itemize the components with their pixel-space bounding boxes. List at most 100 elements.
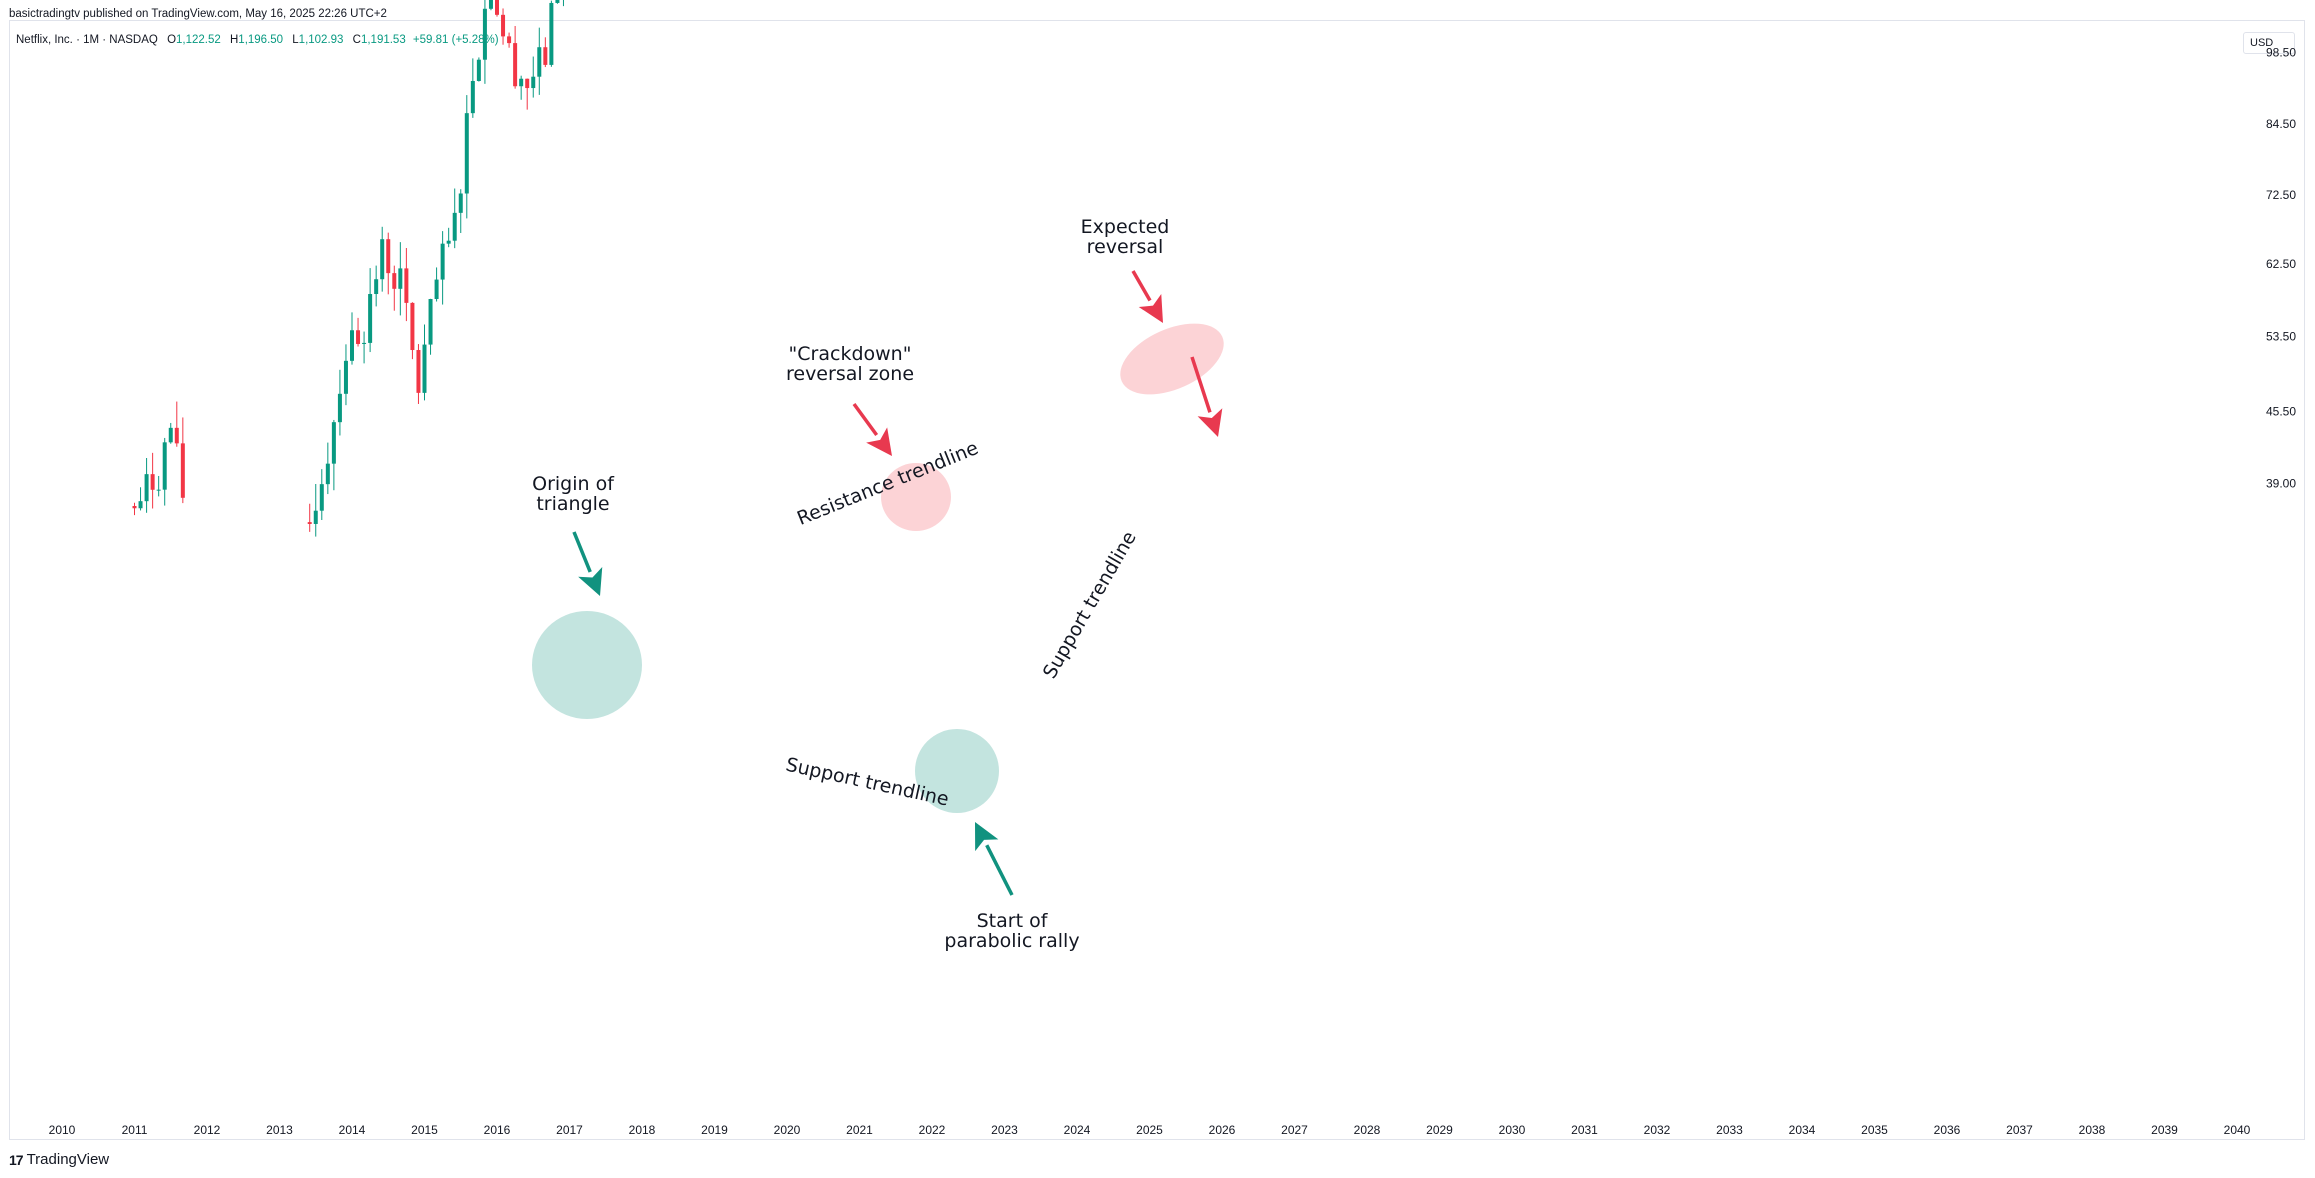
x-tick-label: 2015 [411,1123,438,1137]
candle-body [507,36,512,44]
open-value: 1,122.52 [176,34,221,46]
label-expected-reversal: Expected reversal [1081,216,1170,258]
parabolic-start-zone [915,729,999,813]
x-tick-label: 2013 [266,1123,293,1137]
high-value: 1,196.50 [238,34,284,46]
candle-body [180,443,185,498]
candle-body [422,344,427,393]
candle-body [392,273,397,289]
candle-body [428,299,433,345]
high-label: H [229,34,239,46]
candle-body [380,239,385,280]
candle-body [519,78,524,87]
candle-body [440,243,445,280]
x-tick-label: 2010 [49,1123,76,1137]
x-tick-label: 2030 [1499,1123,1526,1137]
x-tick-label: 2040 [2224,1123,2251,1137]
candle-body [331,422,336,464]
crackdown-zone [881,463,951,531]
candle-body [350,330,354,361]
candle-body [488,0,493,9]
origin-zone [532,611,642,719]
candle-body [416,350,421,393]
candle-body [513,43,518,87]
candle-body [525,78,530,89]
tradingview-logo-icon: 17 [9,1151,24,1168]
candle-body [495,0,499,15]
candle-body [410,302,415,351]
candle-body [476,59,481,81]
candle-body [458,193,463,213]
x-tick-label: 2022 [919,1123,946,1137]
candle-body [168,427,173,443]
candle-body [555,0,560,3]
candle-body [343,360,348,394]
parabolic-arrow [975,822,1014,896]
x-tick-label: 2023 [991,1123,1018,1137]
x-tick-label: 2012 [194,1123,221,1137]
y-tick-label: 84.50 [2266,117,2296,131]
candle-body [162,442,167,490]
candle-body [452,212,457,241]
brand-name: TradingView [26,1151,110,1168]
candle-body [549,2,554,65]
candle-body [386,239,391,274]
symbol-title[interactable]: Netflix, Inc. · 1M · NASDAQ [16,34,158,46]
x-tick-label: 2021 [846,1123,873,1137]
candle-body [374,279,379,295]
y-tick-label: 53.50 [2266,329,2296,343]
x-tick-label: 2038 [2079,1123,2106,1137]
x-tick-label: 2034 [1789,1123,1816,1137]
label-crackdown-zone: "Crackdown" reversal zone [786,343,914,385]
candle-body [434,279,439,300]
currency-selector[interactable]: USD [2243,32,2295,54]
expected-reversal-zone [1120,323,1224,395]
x-tick-label: 2016 [484,1123,511,1137]
x-tick-label: 2026 [1209,1123,1236,1137]
candle-body [501,14,506,37]
candle-body [446,240,451,244]
close-label: C [352,34,361,46]
candle-body [531,76,536,89]
y-tick-label: 39.00 [2266,476,2296,490]
candle-body [470,80,475,114]
candle-body [325,463,330,485]
candle-body [319,484,324,511]
x-tick-label: 2029 [1426,1123,1453,1137]
symbol-legend: Netflix, Inc. · 1M · NASDAQ O1,122.52 H1… [16,34,499,46]
candle-body [307,522,312,524]
candle-body [368,294,373,343]
candle-body [337,393,342,423]
open-label: O [167,34,177,46]
y-tick-label: 72.50 [2266,188,2296,202]
x-tick-label: 2031 [1571,1123,1598,1137]
x-tick-label: 2039 [2151,1123,2178,1137]
x-tick-label: 2035 [1861,1123,1888,1137]
candle-body [132,505,137,509]
x-tick-label: 2032 [1644,1123,1671,1137]
origin-arrow [572,531,603,596]
candle-body [150,474,155,490]
footer-brand: 17 TradingView [9,1151,109,1168]
label-origin-of-triangle: Origin of triangle [532,473,615,515]
x-tick-label: 2024 [1064,1123,1091,1137]
candle-body [362,342,367,344]
candle-body [543,47,548,65]
y-tick-label: 45.50 [2266,405,2296,419]
x-tick-label: 2033 [1716,1123,1743,1137]
x-tick-label: 2014 [339,1123,366,1137]
candle-body [537,47,542,77]
x-tick-label: 2017 [556,1123,583,1137]
publisher-line: basictradingtv published on TradingView.… [9,8,387,20]
x-tick-label: 2027 [1281,1123,1308,1137]
reversal-down-arrow [1190,356,1223,437]
y-tick-label: 62.50 [2266,257,2296,271]
crackdown-arrow [852,402,892,456]
candle-body [313,510,318,524]
candle-body [356,330,361,344]
close-value: 1,191.53 [360,34,406,46]
candle-body [404,268,409,303]
x-tick-label: 2037 [2006,1123,2033,1137]
x-tick-label: 2018 [629,1123,656,1137]
